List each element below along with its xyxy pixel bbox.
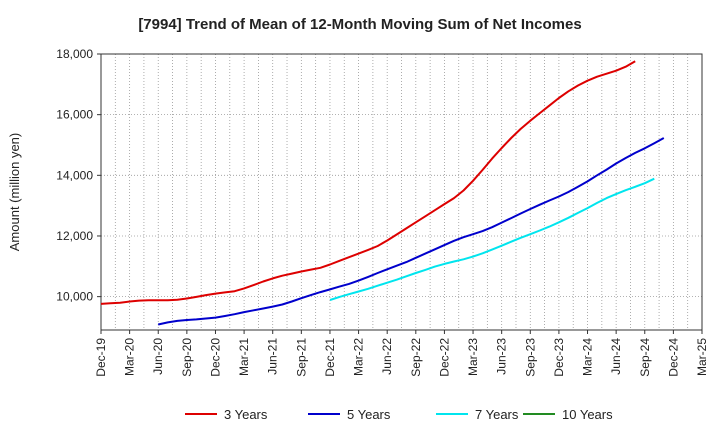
x-tick-label: Mar-24 [581,338,595,376]
x-tick-label: Dec-21 [323,338,337,377]
series-line-3-years [100,60,636,305]
x-tick-label: Sep-21 [294,338,308,377]
y-tick-label: 16,000 [56,108,93,122]
legend-label: 10 Years [562,407,613,422]
chart-title: [7994] Trend of Mean of 12-Month Moving … [138,16,581,33]
series-line-5-years [157,137,665,326]
legend-label: 3 Years [224,407,268,422]
series-line-7-years [329,177,655,301]
x-tick-label: Sep-22 [409,338,423,377]
x-tick-label: Jun-20 [151,338,165,375]
y-tick-label: 10,000 [56,290,93,304]
series-layer [100,60,665,326]
y-axis-ticks: 10,000 12,000 14,000 16,000 18,000 [56,47,101,304]
legend-label: 5 Years [347,407,391,422]
plot-frame [100,53,703,331]
x-tick-label: Jun-24 [609,338,623,375]
x-tick-label: Dec-23 [552,338,566,377]
legend: 3 Years 5 Years 7 Years 10 Years [185,407,613,422]
legend-label: 7 Years [475,407,519,422]
x-tick-label: Sep-24 [638,338,652,377]
x-tick-label: Mar-23 [466,338,480,376]
x-tick-label: Jun-23 [495,338,509,375]
x-tick-label: Mar-25 [695,338,709,376]
y-tick-label: 18,000 [56,47,93,61]
x-tick-label: Jun-21 [266,338,280,375]
grid-lines [100,53,703,330]
x-tick-label: Jun-22 [380,338,394,375]
x-tick-label: Dec-24 [666,338,680,377]
y-axis-label: Amount (million yen) [7,133,22,252]
x-tick-label: Mar-20 [123,338,137,376]
x-tick-label: Sep-23 [523,338,537,377]
x-tick-label: Mar-22 [352,338,366,376]
x-tick-label: Sep-20 [180,338,194,377]
x-tick-label: Dec-22 [437,338,451,377]
x-tick-label: Dec-19 [94,338,108,377]
y-tick-label: 12,000 [56,229,93,243]
y-tick-label: 14,000 [56,168,93,182]
x-tick-label: Dec-20 [208,338,222,377]
x-axis-ticks: Dec-19 Mar-20 Jun-20 Sep-20 Dec-20 Mar-21 Jun-… [94,330,709,377]
x-tick-label: Mar-21 [237,338,251,376]
plot-area [100,53,703,331]
